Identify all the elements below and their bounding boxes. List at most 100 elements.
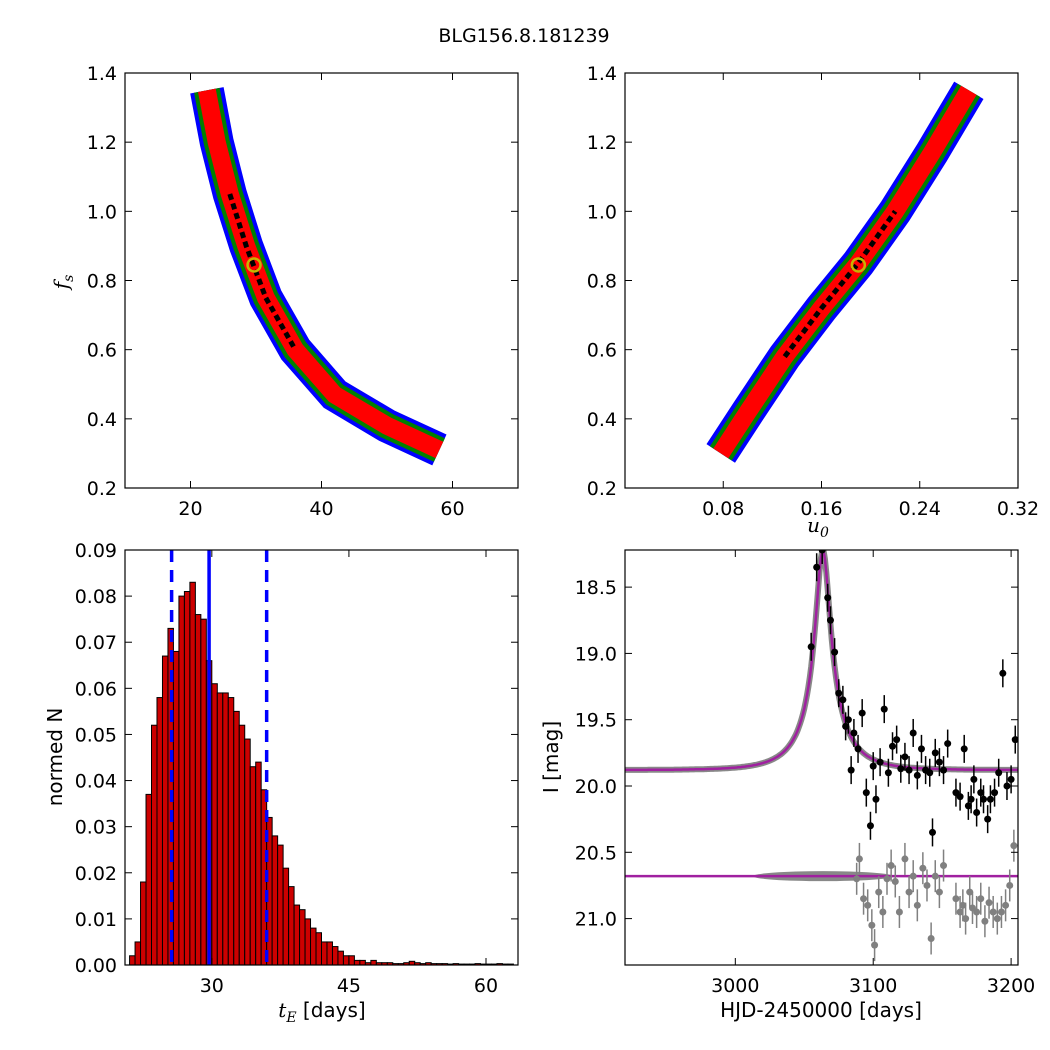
data-point	[854, 745, 862, 753]
histogram-bar	[255, 761, 262, 966]
residual-point	[879, 908, 887, 916]
histogram-bar	[326, 941, 333, 966]
data-point	[973, 809, 981, 817]
histogram-bar	[233, 710, 240, 966]
data-point	[844, 716, 852, 724]
histogram-bar	[342, 955, 350, 966]
histogram-bar	[348, 955, 355, 966]
residual-point	[977, 895, 985, 903]
residual-point	[871, 941, 879, 949]
data-point	[956, 793, 964, 801]
histogram-bar	[238, 724, 246, 966]
x-axis-label: HJD-2450000 [days]	[720, 998, 922, 1022]
histogram-bar	[211, 683, 218, 966]
y-axis-label: normed N	[43, 708, 67, 807]
histogram-bar	[216, 692, 224, 966]
histogram-bar	[359, 959, 366, 966]
y-axis-label-subscript: s	[61, 275, 77, 282]
residual-point	[940, 862, 948, 870]
0-ytick-label: 0.4	[87, 409, 117, 431]
data-point	[929, 828, 937, 836]
2-xtick-label: 45	[337, 975, 361, 997]
residual-point	[993, 915, 1001, 923]
data-point	[876, 758, 884, 766]
data-point	[880, 705, 888, 713]
residual-point	[962, 915, 970, 923]
2-ytick-label: 0.07	[75, 632, 117, 654]
1-ytick-label: 0.6	[587, 340, 617, 362]
residual-point	[973, 908, 981, 916]
residual-point	[868, 921, 876, 929]
histogram-bar	[277, 844, 284, 966]
3-ytick-label: 19.0	[575, 643, 617, 665]
data-point	[850, 729, 858, 737]
residual-point	[919, 864, 927, 872]
data-point	[964, 802, 972, 810]
histogram-bar	[321, 941, 328, 966]
residual-point	[875, 888, 883, 896]
data-point	[917, 745, 925, 753]
residual-point	[981, 917, 989, 925]
data-point	[940, 766, 948, 774]
x-axis-label-subscript: 0	[820, 525, 829, 541]
2-xtick-label: 60	[474, 975, 498, 997]
1-ytick-label: 1.4	[587, 63, 617, 85]
panel-fs-vs-u0: 0.08 0.16 0.24 0.320.20.40.60.81.01.21.4u0	[587, 63, 1039, 541]
residual-point	[1010, 842, 1018, 850]
1-xtick-label: 0.08	[702, 498, 744, 520]
0-best-fit-marker	[246, 257, 262, 273]
1-ytick-label: 0.4	[587, 409, 617, 431]
histogram-bar	[315, 932, 322, 966]
histogram-bar	[189, 581, 196, 966]
0-ytick-label: 0.6	[87, 340, 117, 362]
histogram-bar	[249, 766, 257, 966]
histogram-bar	[353, 959, 361, 966]
x-axis-label: tE [days]	[278, 998, 365, 1026]
1-ytick-label: 1.2	[587, 132, 617, 154]
residual-point	[913, 901, 921, 909]
residual-point	[853, 875, 861, 883]
0-ytick-label: 1.4	[87, 63, 117, 85]
residual-point	[909, 872, 917, 880]
1-band-second	[713, 85, 977, 459]
residual-point	[997, 908, 1005, 916]
data-point	[858, 709, 866, 717]
histogram-bar	[134, 941, 142, 966]
histogram-bar	[288, 886, 295, 966]
3-xtick-label: 3000	[711, 975, 759, 997]
data-point	[960, 745, 968, 753]
data-point	[984, 815, 992, 823]
2-ytick-label: 0.08	[75, 586, 117, 608]
data-point	[931, 749, 939, 757]
data-point	[818, 550, 826, 554]
histogram-bar	[271, 835, 279, 966]
residual-point	[927, 934, 935, 942]
data-point	[824, 594, 832, 602]
3-ytick-label: 18.5	[575, 577, 617, 599]
histogram-bar	[200, 618, 207, 966]
residual-point	[855, 855, 863, 863]
data-point	[977, 789, 985, 797]
data-point	[913, 771, 921, 779]
residual-point	[952, 895, 960, 903]
data-point	[909, 729, 917, 737]
light-curve-plot-area	[625, 550, 1018, 962]
histogram-bar	[145, 793, 153, 966]
histogram-bar	[194, 614, 202, 966]
2-ytick-label: 0.06	[75, 678, 117, 700]
residual-point	[864, 901, 872, 909]
residual-point	[931, 872, 939, 880]
data-point	[1003, 782, 1011, 790]
data-point	[905, 766, 913, 774]
x-axis-label-symbol: t	[278, 998, 287, 1022]
data-point	[842, 722, 850, 730]
2-ytick-label: 0.03	[75, 817, 117, 839]
histogram-bar	[227, 697, 235, 966]
data-point	[970, 775, 978, 783]
residual-point	[989, 908, 997, 916]
histogram-bar	[156, 697, 163, 966]
0-ytick-label: 0.2	[87, 478, 117, 500]
histogram-bar	[129, 955, 136, 966]
2-xtick-label: 30	[200, 975, 224, 997]
histogram-bar	[244, 738, 251, 966]
